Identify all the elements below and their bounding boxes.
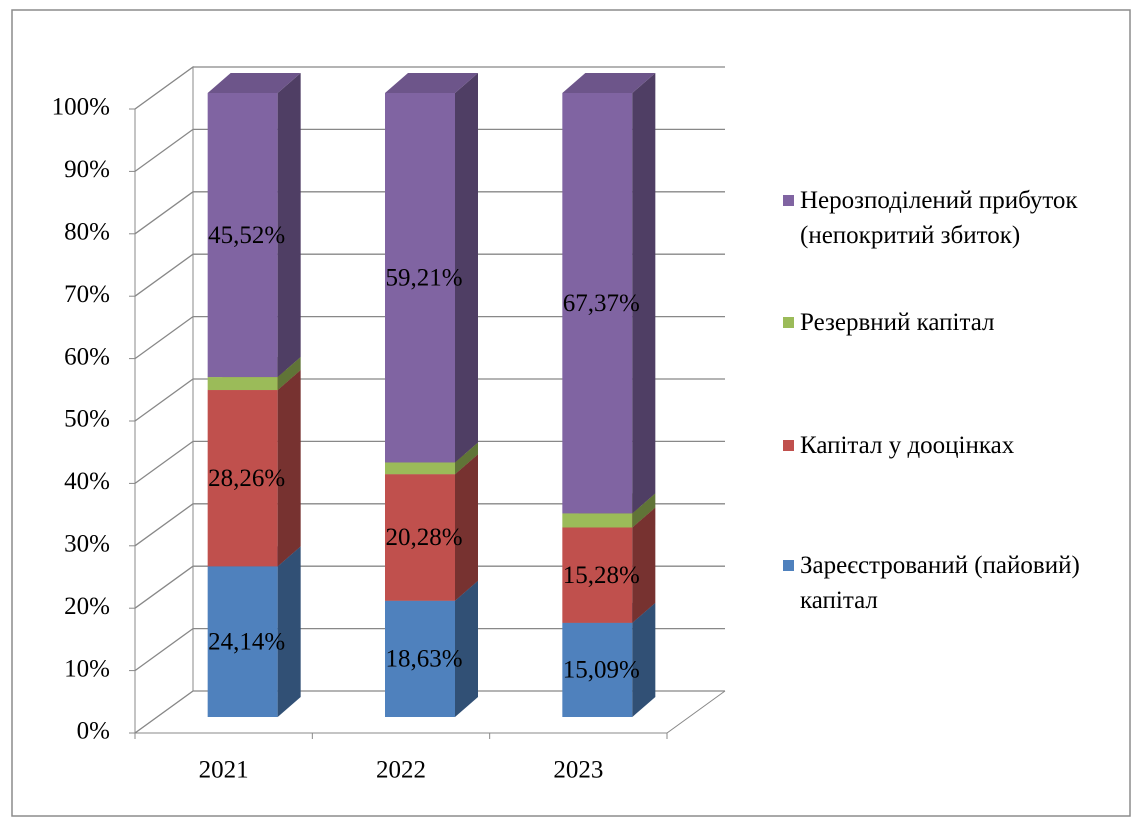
grid-line [134, 627, 725, 672]
y-tick-label: 30% [64, 531, 110, 558]
grid-line [134, 315, 725, 360]
x-tick-label: 2023 [553, 757, 603, 784]
bar-front [562, 622, 633, 717]
bar-top [385, 73, 478, 93]
bar-front [562, 513, 633, 528]
bar-segment [207, 370, 301, 567]
data-label: 67,37% [563, 290, 640, 317]
data-label: 24,14% [208, 628, 285, 655]
y-tick-label: 80% [64, 219, 110, 246]
bar-front [207, 390, 278, 567]
bar-segment [207, 73, 301, 378]
grid-line [134, 440, 725, 484]
data-label: 20,28% [385, 524, 462, 551]
grid-line [134, 66, 725, 110]
bar-side [632, 493, 656, 528]
y-tick-label: 60% [64, 343, 110, 370]
data-label: 15,09% [563, 657, 640, 684]
bar-front [207, 377, 278, 391]
legend-label: Нерозподілений прибуток (непокритий збит… [800, 187, 1078, 249]
grid-line [134, 253, 725, 297]
legend-label: Зареєстрований (пайовий) капітал [800, 552, 1080, 614]
bar-side [632, 507, 656, 623]
y-tick-label: 90% [64, 156, 110, 183]
y-tick-label: 0% [77, 718, 110, 745]
grid-line [134, 191, 725, 235]
bar-front [207, 93, 278, 378]
legend-swatch [783, 440, 794, 451]
y-tick-label: 10% [64, 655, 110, 682]
grid-line [134, 503, 725, 547]
data-label: 59,21% [385, 264, 462, 291]
bar-front [562, 93, 633, 514]
bar-side [277, 357, 301, 391]
bar-side [455, 73, 478, 463]
bar-segment [562, 73, 656, 514]
data-label: 18,63% [385, 646, 462, 673]
legend-label: Капітал у дооцінках [800, 432, 1015, 459]
bar-side [455, 454, 478, 601]
bar-front [385, 93, 455, 463]
y-tick-label: 50% [64, 406, 110, 433]
bar-segment [385, 73, 478, 463]
bar-front [385, 600, 455, 717]
grid-line [134, 690, 725, 734]
grid-line [134, 378, 725, 422]
bar-front [385, 462, 455, 475]
data-label: 45,52% [208, 222, 285, 249]
y-tick-label: 40% [64, 468, 110, 495]
grid-line [134, 565, 725, 609]
bar-front [562, 527, 633, 623]
legend-swatch [783, 560, 794, 571]
bar-side [455, 580, 478, 717]
data-label: 15,28% [563, 562, 640, 589]
x-tick-label: 2022 [376, 757, 426, 784]
bar-top [207, 73, 301, 93]
legend-swatch [783, 317, 794, 328]
legend-swatch [783, 195, 794, 206]
data-label: 28,26% [208, 465, 285, 492]
bar-side [455, 442, 478, 475]
bar-front [207, 566, 278, 717]
bar-side [632, 73, 656, 514]
bar-side [277, 73, 301, 378]
chart-frame [11, 9, 1131, 817]
bar-side [632, 602, 656, 717]
bar-side [277, 370, 301, 567]
x-tick-label: 2021 [199, 757, 249, 784]
y-tick-label: 70% [64, 281, 110, 308]
bar-top [562, 73, 656, 93]
bar-side [277, 546, 301, 717]
y-tick-label: 20% [64, 593, 110, 620]
grid-line [134, 128, 725, 172]
y-tick-label: 100% [52, 94, 110, 121]
bar-front [385, 474, 455, 601]
legend-label: Резервний капітал [800, 309, 995, 336]
